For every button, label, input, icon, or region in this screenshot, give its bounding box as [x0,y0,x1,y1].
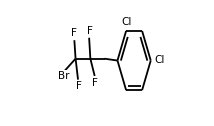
Text: F: F [76,81,82,91]
Text: F: F [87,26,93,36]
Text: Br: Br [58,71,70,81]
Text: F: F [92,78,98,88]
Text: F: F [71,28,77,38]
Text: Cl: Cl [122,17,132,27]
Text: Cl: Cl [155,55,165,65]
